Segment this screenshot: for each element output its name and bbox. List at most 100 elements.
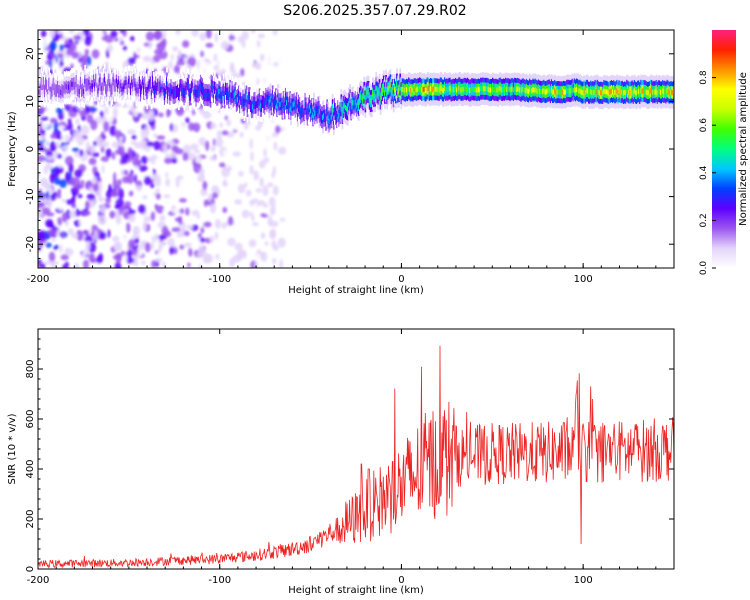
band-cell: [255, 104, 258, 110]
band-cell: [607, 90, 610, 96]
band-cell: [70, 83, 72, 89]
band-cell: [239, 99, 241, 105]
noise-cell: [155, 205, 165, 214]
band-cell: [78, 88, 81, 95]
band-cell: [197, 89, 200, 95]
noise-cell: [61, 192, 71, 198]
band-cell: [60, 89, 62, 95]
band-cell: [244, 97, 247, 103]
noise-cell: [185, 117, 190, 124]
noise-cell: [134, 141, 142, 149]
band-cell: [462, 87, 465, 93]
noise-cell: [119, 237, 128, 243]
band-cell: [267, 95, 270, 101]
noise-cell: [172, 46, 179, 52]
noise-cell: [45, 260, 52, 265]
noise-cell: [155, 238, 161, 246]
noise-cell: [142, 195, 148, 200]
noise-cell: [162, 208, 169, 213]
band-cell: [638, 88, 640, 94]
x-tick-label: -100: [208, 274, 231, 285]
band-cell: [535, 88, 538, 94]
noise-cell: [38, 259, 43, 264]
spectrogram-band: [38, 63, 674, 138]
band-cell: [536, 88, 539, 95]
band-cell: [110, 88, 113, 94]
noise-cell: [88, 225, 92, 235]
noise-cell: [84, 35, 92, 46]
noise-cell: [167, 47, 173, 52]
band-cell: [520, 88, 523, 94]
band-cell: [347, 106, 349, 112]
colorbar-tick-label: 0.6: [699, 118, 709, 133]
noise-cell: [134, 126, 140, 136]
band-cell: [353, 101, 356, 107]
band-cell: [63, 84, 66, 90]
colorbar-tick-label: 0.4: [699, 165, 709, 180]
band-cell: [180, 82, 182, 88]
band-cell: [317, 104, 320, 111]
noise-cell: [191, 30, 199, 37]
band-cell: [154, 88, 156, 95]
band-cell: [486, 86, 489, 92]
band-cell: [579, 88, 581, 94]
noise-cell: [249, 169, 255, 175]
y-tick-label: 10: [25, 95, 36, 108]
colorbar-tick-label: 0.0: [699, 261, 709, 276]
noise-cell: [218, 61, 223, 72]
y-tick-label: 200: [25, 509, 36, 528]
band-cell: [413, 86, 416, 92]
band-cell: [571, 87, 574, 93]
noise-cell: [174, 148, 184, 155]
noise-cell: [41, 123, 50, 129]
noise-cell: [203, 221, 212, 228]
band-cell: [268, 99, 271, 105]
band-cell: [477, 86, 480, 92]
noise-cell: [76, 136, 85, 146]
band-cell: [316, 109, 319, 116]
band-cell: [374, 93, 376, 99]
noise-cell: [226, 119, 232, 127]
band-cell: [351, 100, 354, 106]
band-cell: [118, 79, 120, 85]
noise-cell: [128, 239, 135, 250]
band-cell: [574, 87, 577, 93]
band-cell: [600, 90, 602, 96]
noise-cell: [84, 200, 90, 210]
band-cell: [626, 88, 628, 94]
noise-cell: [40, 129, 46, 136]
band-cell: [115, 78, 118, 84]
band-cell: [117, 83, 119, 89]
band-cell: [511, 86, 514, 92]
noise-cell: [89, 107, 98, 112]
band-cell: [175, 89, 178, 95]
noise-cell: [134, 174, 137, 184]
band-cell: [123, 83, 126, 90]
band-cell: [76, 87, 79, 93]
noise-cell: [272, 257, 277, 265]
band-cell: [540, 89, 542, 95]
noise-cell: [142, 221, 147, 232]
band-cell: [145, 87, 147, 93]
noise-cell: [136, 185, 142, 192]
noise-cell: [134, 189, 138, 198]
band-cell: [609, 89, 612, 95]
band-cell: [228, 94, 230, 101]
noise-cell: [263, 148, 267, 158]
noise-cell: [44, 165, 54, 170]
band-cell: [668, 90, 671, 96]
noise-cell: [133, 225, 141, 236]
noise-cell: [179, 244, 185, 250]
band-cell: [208, 92, 211, 98]
noise-cell: [277, 237, 286, 248]
noise-cell: [228, 216, 234, 226]
band-cell: [195, 93, 198, 99]
band-cell: [341, 110, 344, 116]
band-cell: [518, 86, 520, 92]
spectrogram-y-ticks: -20 -10 0 10 20: [25, 29, 674, 269]
noise-cell: [85, 240, 91, 252]
noise-cell: [94, 229, 98, 241]
band-cell: [383, 83, 385, 90]
noise-cell: [84, 48, 89, 57]
